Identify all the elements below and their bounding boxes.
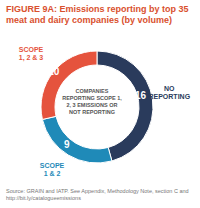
html-text:Source: GRAIN and IATP. See Ap: Source: GRAIN and IATP. See Appendix, Me…	[6, 188, 189, 201]
svg-text:SCOPE1, 2 & 3: SCOPE1, 2 & 3	[19, 46, 44, 62]
html-text:COMPANIES REPORTING SCOPE 1, 2: COMPANIES REPORTING SCOPE 1, 2, 3 EMISSI…	[62, 88, 122, 115]
svg-text:9: 9	[64, 139, 70, 150]
svg-text:NOREPORTING: NOREPORTING	[148, 85, 190, 100]
html-text:FIGURE 9A: Emissions reporting: FIGURE 9A: Emissions reporting by top 35…	[6, 4, 189, 25]
svg-text:10: 10	[48, 66, 60, 77]
svg-text:16: 16	[135, 90, 147, 101]
svg-text:SCOPE1 & 2: SCOPE1 & 2	[40, 162, 65, 177]
